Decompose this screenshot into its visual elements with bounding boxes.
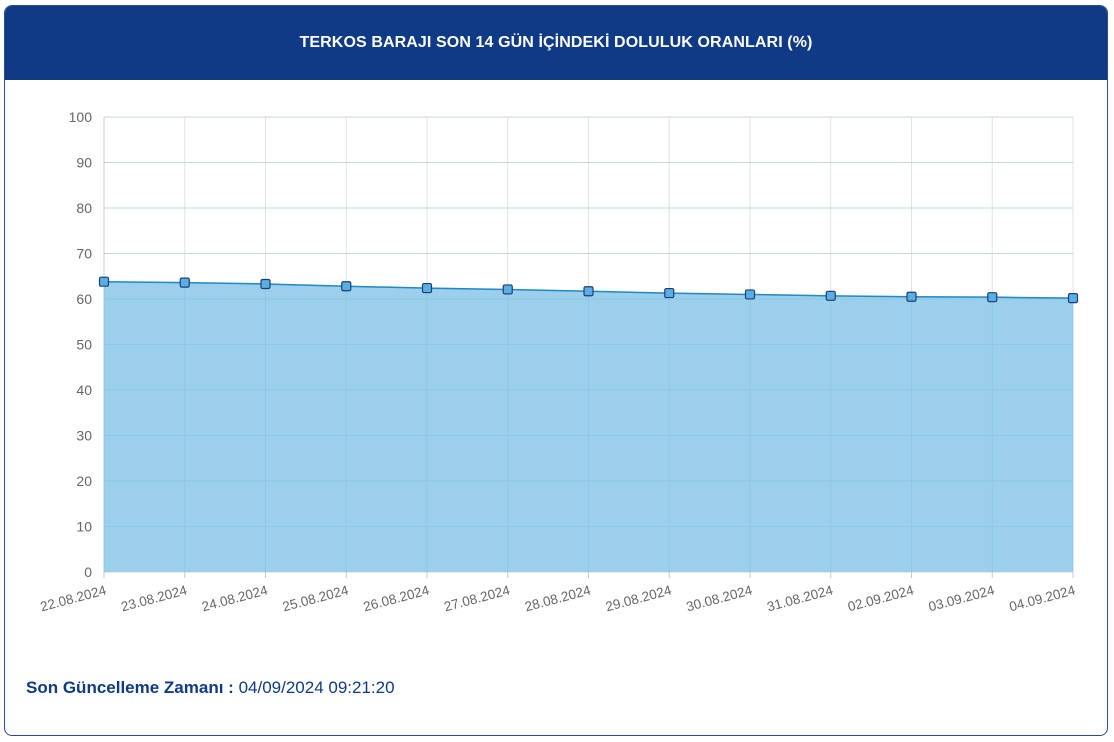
y-tick-label: 60 [76, 291, 92, 307]
data-point [744, 289, 756, 300]
y-tick-label: 100 [69, 109, 93, 125]
x-tick-label: 30.08.2024 [685, 582, 755, 614]
series-area [104, 281, 1073, 572]
x-tick-label: 26.08.2024 [362, 582, 432, 614]
data-point [421, 282, 433, 294]
data-point [341, 281, 352, 292]
last-update: Son Güncelleme Zamanı : 04/09/2024 09:21… [26, 678, 395, 698]
last-update-value: 04/09/2024 09:21:20 [238, 678, 395, 697]
data-point [1067, 292, 1079, 304]
y-tick-label: 0 [84, 564, 92, 580]
y-tick-label: 20 [76, 473, 92, 489]
x-tick-label: 23.08.2024 [119, 582, 189, 614]
data-point [98, 276, 110, 287]
y-tick-label: 10 [76, 519, 92, 535]
x-tick-label: 31.08.2024 [765, 582, 835, 614]
last-update-label: Son Güncelleme Zamanı : [26, 678, 234, 697]
y-tick-label: 30 [76, 428, 92, 444]
y-tick-label: 70 [76, 246, 92, 262]
x-tick-label: 28.08.2024 [523, 582, 593, 614]
data-point [260, 278, 271, 290]
x-tick-label: 04.09.2024 [1008, 582, 1078, 614]
card-header: TERKOS BARAJI SON 14 GÜN İÇİNDEKİ DOLULU… [5, 6, 1107, 80]
y-tick-label: 50 [76, 337, 92, 353]
chart-title: TERKOS BARAJI SON 14 GÜN İÇİNDEKİ DOLULU… [299, 34, 813, 51]
x-tick-label: 24.08.2024 [200, 582, 270, 614]
y-tick-label: 90 [76, 155, 92, 171]
y-tick-label: 40 [76, 382, 92, 398]
data-point [825, 290, 836, 301]
data-point [664, 287, 675, 299]
x-tick-label: 25.08.2024 [281, 582, 351, 614]
x-tick-label: 22.08.2024 [39, 582, 109, 614]
y-tick-label: 80 [76, 200, 92, 216]
data-point [906, 291, 917, 302]
data-point [583, 286, 594, 297]
x-tick-label: 29.08.2024 [604, 582, 674, 614]
data-point [502, 284, 513, 295]
x-tick-label: 03.09.2024 [927, 582, 997, 614]
data-point [179, 277, 190, 288]
data-point [987, 292, 998, 303]
x-tick-label: 27.08.2024 [442, 582, 512, 614]
x-tick-label: 02.09.2024 [846, 582, 916, 614]
